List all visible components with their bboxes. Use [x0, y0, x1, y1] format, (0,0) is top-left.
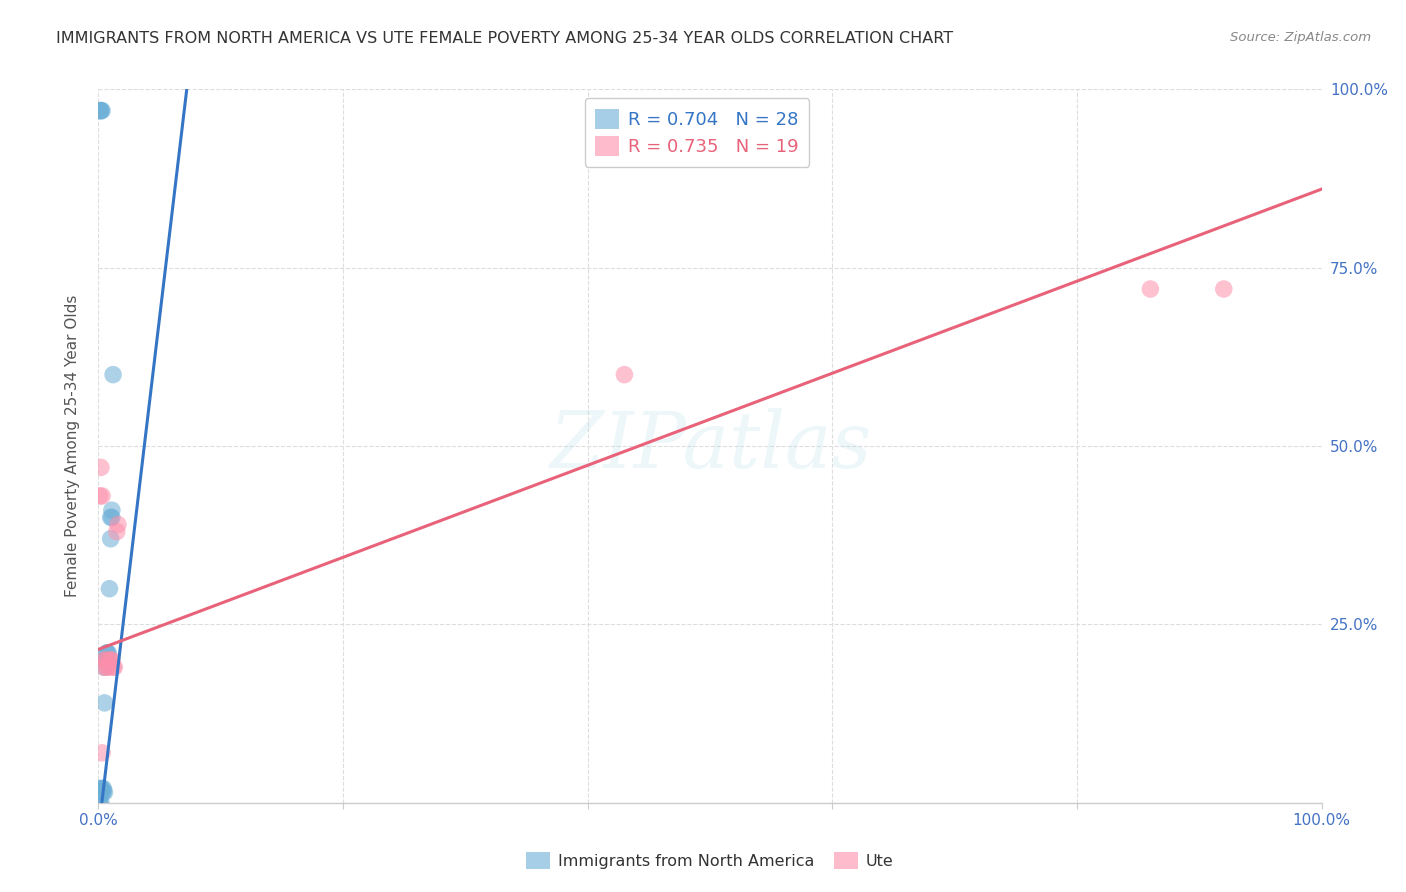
Point: [1139, 282, 1161, 296]
Point: [89, 781, 111, 796]
Point: [101, 368, 124, 382]
Point: [90, 785, 112, 799]
Point: [96, 646, 118, 660]
Point: [91, 103, 114, 118]
Point: [91, 746, 114, 760]
Point: [93, 660, 115, 674]
Point: [96, 660, 118, 674]
Point: [90, 103, 112, 118]
Point: [89, 792, 111, 806]
Point: [91, 781, 114, 796]
Point: [93, 785, 115, 799]
Point: [89, 103, 111, 118]
Point: [93, 653, 115, 667]
Point: [97, 646, 120, 660]
Point: [91, 781, 114, 796]
Point: [93, 696, 115, 710]
Text: ZIPatlas: ZIPatlas: [548, 408, 872, 484]
Point: [96, 653, 118, 667]
Point: [100, 532, 122, 546]
Point: [101, 503, 124, 517]
Text: Source: ZipAtlas.com: Source: ZipAtlas.com: [1230, 31, 1371, 45]
Point: [89, 489, 111, 503]
Point: [613, 368, 636, 382]
Point: [105, 524, 128, 539]
Point: [91, 660, 114, 674]
Point: [101, 660, 124, 674]
Legend: Immigrants from North America, Ute: Immigrants from North America, Ute: [519, 845, 901, 877]
Point: [100, 653, 122, 667]
Point: [90, 781, 112, 796]
Point: [91, 785, 114, 799]
Point: [1212, 282, 1234, 296]
Point: [91, 489, 114, 503]
Point: [90, 460, 112, 475]
Point: [98, 653, 121, 667]
Point: [97, 660, 120, 674]
Point: [100, 510, 122, 524]
Point: [103, 660, 125, 674]
Point: [90, 103, 112, 118]
Point: [98, 582, 121, 596]
Point: [90, 796, 112, 810]
Point: [101, 510, 124, 524]
Point: [89, 796, 111, 810]
Point: [107, 517, 129, 532]
Text: IMMIGRANTS FROM NORTH AMERICA VS UTE FEMALE POVERTY AMONG 25-34 YEAR OLDS CORREL: IMMIGRANTS FROM NORTH AMERICA VS UTE FEM…: [56, 31, 953, 46]
Y-axis label: Female Poverty Among 25-34 Year Olds: Female Poverty Among 25-34 Year Olds: [65, 295, 80, 597]
Point: [96, 646, 118, 660]
Point: [94, 653, 117, 667]
Point: [94, 653, 117, 667]
Point: [91, 785, 114, 799]
Point: [101, 653, 124, 667]
